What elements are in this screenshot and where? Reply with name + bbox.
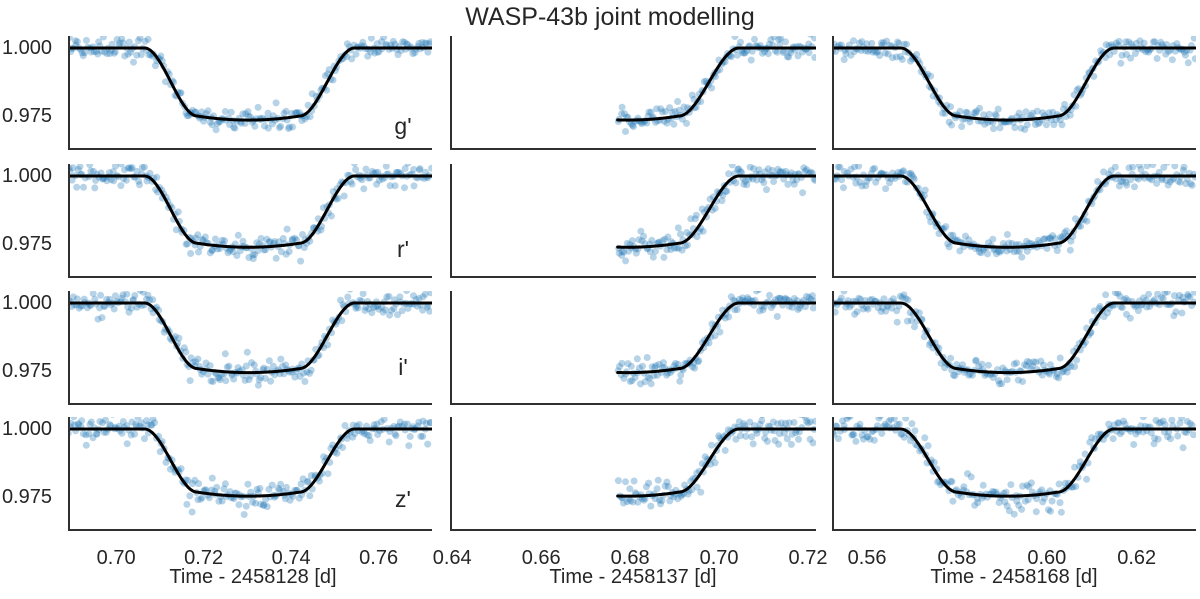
transit-model-curve	[832, 301, 1196, 375]
panel-canvas	[832, 36, 1196, 150]
light-curve-panel-g-night1	[68, 36, 432, 150]
transit-model-curve	[832, 174, 1196, 249]
band-label-r: r'	[396, 236, 410, 262]
light-curve-panel-r-night2	[450, 164, 816, 278]
transit-model-curve	[832, 46, 1196, 122]
x-tick-label: 0.72	[184, 547, 224, 569]
scatter-points	[68, 417, 432, 518]
x-axis-label-night2: Time - 2458137 [d]	[549, 566, 717, 588]
panel-canvas	[832, 291, 1196, 405]
transit-model-curve	[616, 427, 816, 498]
x-tick-label: 0.72	[788, 547, 828, 569]
x-tick-label: 0.56	[847, 547, 887, 569]
transit-model-curve	[616, 46, 816, 122]
transit-model-curve	[68, 174, 432, 249]
band-label-g: g'	[394, 113, 412, 139]
x-tick-label: 0.70	[699, 547, 739, 569]
scatter-points	[615, 164, 816, 265]
transit-model-curve	[68, 427, 432, 498]
y-tick-label: 0.975	[1, 104, 52, 127]
y-tick-label: 0.975	[1, 485, 52, 508]
x-tick-label: 0.60	[1027, 547, 1067, 569]
y-tick-label: 1.000	[1, 417, 52, 440]
y-tick-label: 0.975	[1, 359, 52, 382]
x-tick-label: 0.58	[937, 547, 977, 569]
x-axis-label-night3: Time - 2458168 [d]	[930, 566, 1098, 588]
band-label-z: z'	[395, 486, 411, 512]
panel-canvas	[832, 417, 1196, 531]
transit-model-curve	[68, 46, 432, 122]
x-tick-label: 0.64	[432, 547, 472, 569]
panel-canvas	[450, 36, 816, 150]
transit-model-curve	[832, 427, 1196, 498]
panel-canvas	[450, 417, 816, 531]
x-tick-label: 0.76	[359, 547, 399, 569]
y-tick-label: 1.000	[1, 36, 52, 59]
light-curve-panel-i-night1	[68, 291, 432, 405]
transit-model-curve	[68, 301, 432, 375]
transit-model-curve	[616, 174, 816, 249]
x-tick-label: 0.62	[1117, 547, 1157, 569]
x-tick-label: 0.66	[521, 547, 561, 569]
x-tick-label: 0.70	[96, 547, 136, 569]
scatter-points	[832, 36, 1196, 133]
panel-canvas	[68, 36, 432, 150]
panel-canvas	[450, 291, 816, 405]
scatter-points	[68, 164, 432, 265]
light-curve-panel-g-night3	[832, 36, 1196, 150]
panel-canvas	[68, 291, 432, 405]
light-curve-panel-g-night2	[450, 36, 816, 150]
light-curve-panel-i-night2	[450, 291, 816, 405]
light-curve-panel-z-night3	[832, 417, 1196, 531]
x-tick-label: 0.74	[271, 547, 311, 569]
panel-canvas	[68, 417, 432, 531]
transit-model-curve	[616, 301, 816, 375]
scatter-points	[832, 417, 1196, 518]
light-curve-panel-r-night1	[68, 164, 432, 278]
panel-canvas	[450, 164, 816, 278]
x-tick-label: 0.68	[610, 547, 650, 569]
y-tick-label: 1.000	[1, 291, 52, 314]
chart-title: WASP-43b joint modelling	[465, 3, 755, 31]
light-curve-panel-i-night3	[832, 291, 1196, 405]
scatter-points	[68, 291, 432, 389]
light-curve-panel-z-night1	[68, 417, 432, 531]
x-axis-label-night1: Time - 2458128 [d]	[169, 566, 337, 588]
band-label-i: i'	[398, 354, 408, 380]
y-tick-label: 0.975	[1, 232, 52, 255]
panel-canvas	[68, 164, 432, 278]
y-tick-label: 1.000	[1, 164, 52, 187]
panel-canvas	[832, 164, 1196, 278]
light-curve-panel-z-night2	[450, 417, 816, 531]
light-curve-panel-r-night3	[832, 164, 1196, 278]
